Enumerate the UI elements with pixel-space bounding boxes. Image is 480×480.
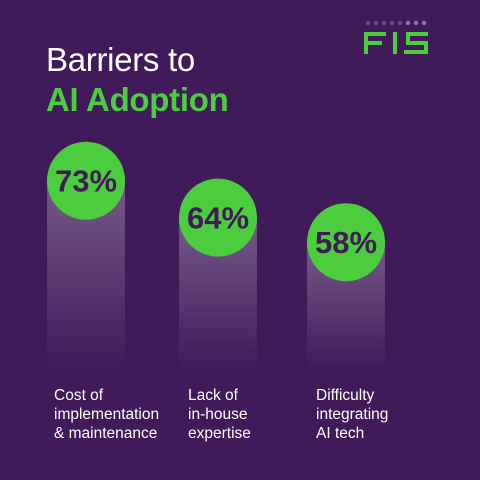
value-label-expertise: 64% bbox=[187, 201, 249, 236]
fis-logo-icon bbox=[364, 18, 436, 58]
chart-title: Barriers to AI Adoption bbox=[46, 40, 229, 120]
value-label-cost: 73% bbox=[55, 164, 117, 199]
bar-cap-expertise bbox=[179, 178, 257, 257]
bar-cap-cost bbox=[47, 141, 125, 220]
category-label-cost: Cost of implementation & maintenance bbox=[54, 387, 160, 442]
value-label-integration: 58% bbox=[315, 225, 377, 260]
bar-cap-integration bbox=[307, 203, 385, 282]
title-line-1: Barriers to bbox=[46, 41, 195, 78]
title-line-2: AI Adoption bbox=[46, 81, 229, 118]
category-label-integration: Difficulty integrating AI tech bbox=[316, 387, 389, 442]
category-label-expertise: Lack of in-house expertise bbox=[188, 387, 251, 442]
